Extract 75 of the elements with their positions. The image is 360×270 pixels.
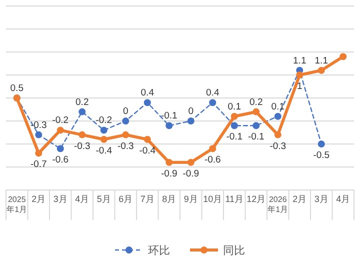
data-label: -0.9 (160, 168, 178, 180)
point (78, 108, 86, 116)
data-label: -0.7 (30, 159, 47, 170)
point (274, 131, 282, 138)
data-label: -0.5 (313, 150, 330, 161)
data-label: -0.2 (52, 115, 69, 126)
x-tick-label: 6月 (118, 194, 133, 204)
data-label: 0 (122, 106, 128, 117)
data-label: -0.3 (74, 140, 90, 152)
data-label: -0.3 (117, 140, 134, 152)
point (122, 131, 130, 138)
data-label: -0.2 (96, 115, 112, 126)
point (318, 140, 325, 148)
point (274, 112, 282, 120)
data-label: 1 (296, 81, 302, 92)
point (144, 136, 151, 143)
x-tick-label: 3月 (314, 194, 328, 204)
data-label: -0.6 (52, 154, 69, 166)
legend-label: 同比 (223, 244, 245, 257)
data-label: -0.1 (160, 110, 178, 122)
data-label: -0.3 (270, 140, 286, 152)
x-tick-label: 2026年1月 (268, 195, 288, 214)
x-tick-label: 2025年1月 (6, 195, 28, 214)
point (100, 136, 108, 143)
data-label: 0.1 (228, 101, 241, 112)
x-tick-label: 12月 (246, 194, 266, 204)
x-tick-label: 8月 (162, 194, 176, 204)
data-label: 0.2 (250, 96, 263, 108)
point (252, 122, 260, 130)
x-tick-label: 9月 (184, 194, 198, 204)
point (35, 150, 42, 157)
point (187, 158, 194, 166)
data-label: -0.3 (30, 120, 47, 131)
point (340, 53, 347, 60)
data-label: 0.4 (206, 88, 220, 99)
point (166, 122, 173, 130)
x-tick-label: 2月 (32, 194, 46, 204)
data-label: 0.4 (140, 88, 154, 99)
data-label: -0.6 (204, 154, 221, 166)
point (209, 145, 216, 152)
point (230, 112, 238, 120)
point (144, 99, 151, 106)
point (78, 131, 86, 138)
point (230, 122, 238, 130)
legend-label: 环比 (148, 244, 170, 257)
point (252, 108, 260, 116)
point (56, 126, 64, 134)
point (296, 72, 304, 78)
point (166, 158, 173, 166)
data-label: -0.9 (182, 168, 200, 180)
x-tick-label: 4月 (336, 194, 350, 204)
data-label: 0.1 (271, 101, 284, 112)
point (56, 145, 64, 152)
x-tick-label: 11月 (225, 194, 244, 204)
point (35, 131, 42, 138)
point (318, 66, 325, 74)
data-label: 1.1 (314, 55, 328, 66)
point (100, 126, 108, 134)
x-tick-label: 4月 (75, 194, 90, 204)
data-label: -0.1 (248, 132, 264, 143)
data-label: 1.1 (293, 55, 306, 66)
x-tick-label: 3月 (53, 194, 68, 204)
data-label: 0.2 (76, 96, 89, 108)
data-label: -0.4 (96, 145, 112, 156)
point (122, 118, 130, 124)
data-label: -0.4 (139, 145, 156, 156)
x-tick-label: 7月 (140, 194, 154, 204)
point (209, 99, 216, 106)
data-label: -0.1 (226, 132, 243, 143)
x-tick-label: 2月 (292, 194, 307, 204)
data-label: 0.5 (10, 83, 24, 94)
x-tick-label: 5月 (96, 194, 111, 204)
point (187, 118, 194, 124)
data-label: 0 (188, 106, 194, 117)
x-tick-label: 10月 (203, 194, 222, 204)
